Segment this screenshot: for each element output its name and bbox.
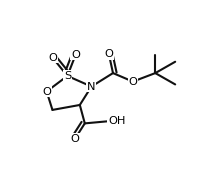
Text: O: O xyxy=(71,50,80,60)
Text: S: S xyxy=(64,71,71,81)
Text: O: O xyxy=(48,52,57,63)
Text: OH: OH xyxy=(108,116,126,126)
Text: O: O xyxy=(128,77,137,87)
Text: O: O xyxy=(104,49,113,59)
Text: N: N xyxy=(87,82,96,92)
Text: O: O xyxy=(70,134,79,144)
Text: O: O xyxy=(42,86,51,96)
